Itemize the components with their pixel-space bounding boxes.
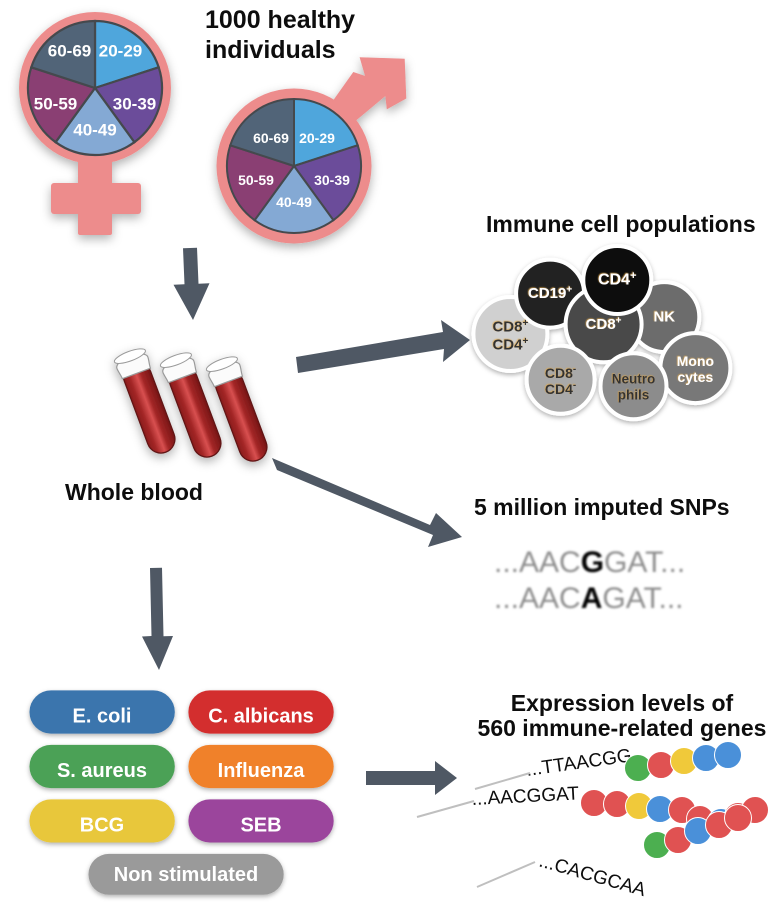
svg-text:Immune cell populations: Immune cell populations — [486, 211, 756, 237]
svg-text:5 million imputed SNPs: 5 million imputed SNPs — [474, 494, 730, 520]
svg-text:Expression levels of: Expression levels of — [511, 690, 734, 716]
svg-text:30-39: 30-39 — [113, 95, 156, 114]
svg-text:30-39: 30-39 — [314, 172, 350, 188]
svg-text:...TTAACGG: ...TTAACGG — [525, 745, 633, 781]
svg-text:CD19+: CD19+ — [528, 284, 572, 302]
svg-text:individuals: individuals — [205, 36, 336, 64]
svg-text:Influenza: Influenza — [218, 760, 306, 782]
svg-text:Neutro: Neutro — [612, 372, 656, 387]
svg-text:phils: phils — [618, 388, 650, 403]
svg-text:60-69: 60-69 — [253, 130, 289, 146]
svg-text:40-49: 40-49 — [73, 121, 116, 140]
svg-text:CD4-: CD4- — [545, 380, 576, 398]
svg-text:BCG: BCG — [80, 815, 124, 837]
svg-text:50-59: 50-59 — [238, 172, 274, 188]
svg-text:cytes: cytes — [677, 369, 713, 385]
svg-text:20-29: 20-29 — [299, 130, 335, 146]
svg-text:560 immune-related genes: 560 immune-related genes — [478, 715, 767, 741]
svg-text:E. coli: E. coli — [73, 706, 132, 728]
svg-text:1000 healthy: 1000 healthy — [205, 6, 355, 34]
svg-text:50-59: 50-59 — [34, 95, 77, 114]
svg-text:Mono: Mono — [677, 353, 714, 369]
svg-text:CD8-: CD8- — [545, 364, 576, 382]
svg-text:60-69: 60-69 — [48, 42, 91, 61]
svg-text:Whole blood: Whole blood — [65, 479, 203, 505]
svg-text:NK: NK — [653, 309, 675, 326]
svg-text:S. aureus: S. aureus — [57, 760, 147, 782]
svg-text:40-49: 40-49 — [276, 194, 312, 210]
svg-text:...AACAGAT...: ...AACAGAT... — [494, 582, 684, 615]
svg-text:SEB: SEB — [240, 815, 281, 837]
svg-text:20-29: 20-29 — [99, 42, 142, 61]
svg-text:...AACGGAT: ...AACGGAT — [471, 783, 580, 810]
svg-text:C. albicans: C. albicans — [208, 706, 314, 728]
svg-text:...CACGCAA: ...CACGCAA — [537, 851, 649, 902]
svg-text:Non stimulated: Non stimulated — [114, 864, 258, 886]
svg-text:...AACGGAT...: ...AACGGAT... — [494, 546, 685, 579]
